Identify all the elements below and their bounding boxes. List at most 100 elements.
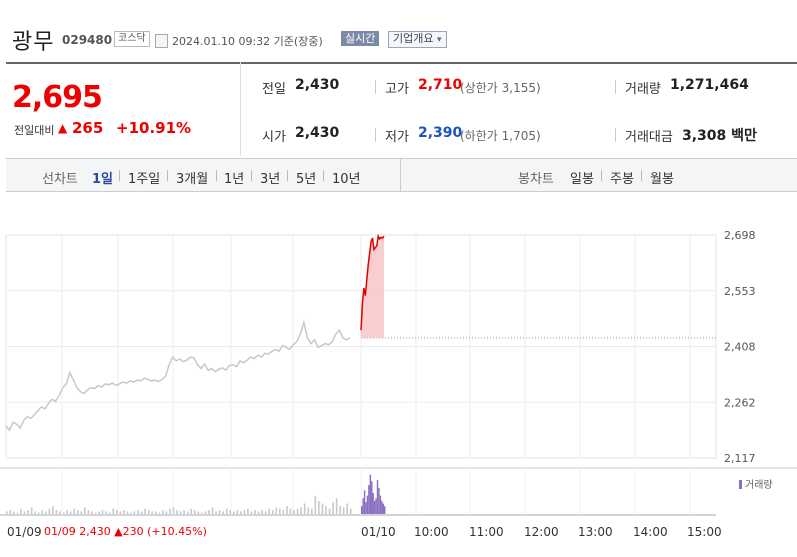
up-arrow-icon: ▲ (58, 121, 68, 135)
open-value: 2,430 (295, 125, 340, 141)
volume-bar (144, 508, 146, 514)
tab-3year[interactable]: 3년 (260, 172, 281, 187)
x-tick-label: 11:00 (469, 525, 504, 539)
volume-bar (271, 510, 274, 514)
volume-bar (186, 511, 189, 514)
series-area-today (361, 236, 384, 338)
volume-bar (365, 502, 367, 514)
volume-bar (303, 503, 306, 514)
volume-bar (342, 507, 345, 514)
volume-bar (236, 510, 239, 514)
realtime-button[interactable]: 실시간 (341, 31, 380, 46)
divider (375, 128, 376, 142)
divider (323, 170, 324, 181)
volume-bar (112, 508, 114, 514)
volume-bar (362, 498, 364, 514)
volume-bar (169, 508, 171, 514)
y-axis-labels: 2,698 2,553 2,408 2,262 2,117 (724, 229, 756, 465)
chevron-down-icon: ▾ (436, 35, 442, 45)
company-overview-button[interactable]: 기업개요 ▾ (388, 31, 447, 48)
volume-bar (176, 510, 178, 514)
volume-bar (23, 511, 26, 514)
tab-10year[interactable]: 10년 (332, 172, 361, 187)
x-tick-label: 13:00 (578, 525, 613, 539)
candle-chart-label: 봉차트 (518, 172, 554, 187)
volume-bars (6, 474, 386, 514)
volume-bar (339, 506, 341, 514)
volume-bar (254, 510, 256, 514)
volume-bar (373, 500, 376, 514)
volume-bar (154, 511, 157, 514)
lower-limit: (하한가 1,705) (460, 129, 541, 143)
tab-1week[interactable]: 1주일 (128, 172, 161, 187)
change-label: 전일대비 (14, 124, 55, 137)
volume-bar (30, 507, 33, 514)
volume-bar (225, 508, 228, 514)
tab-5year[interactable]: 5년 (296, 172, 317, 187)
x-tick-label: 01/10 (361, 525, 396, 539)
volume-bar (37, 512, 40, 514)
volume-bar (379, 495, 382, 514)
change-rate: +10.91% (116, 119, 192, 137)
chart-tab-bar: 선차트 1일 1주일 3개월 1년 3년 5년 10년 봉차트 일봉 주봉 월봉 (6, 158, 797, 192)
volume-bar (318, 500, 320, 514)
volume-bar (69, 511, 72, 514)
line-chart-label: 선차트 (42, 172, 78, 187)
price-chart: 2,698 2,553 2,408 2,262 2,117 거래량 (0, 229, 797, 516)
volume-bar (9, 510, 12, 514)
volume-bar (218, 510, 221, 514)
stock-name: 광무 (12, 30, 55, 55)
change-value: 265 (72, 119, 104, 137)
tab-daily[interactable]: 일봉 (570, 172, 594, 187)
volume-bar (76, 510, 79, 514)
volume-bar (382, 503, 384, 514)
volume-bar (147, 510, 150, 514)
volume-bar (279, 508, 281, 514)
volume-bar (289, 508, 292, 514)
volume-bar (371, 481, 373, 514)
volume-bar (62, 512, 65, 514)
volume-bar (6, 511, 8, 514)
volume-bar (193, 510, 196, 514)
volume-bar (307, 507, 310, 514)
volume-legend: 거래량 (739, 479, 773, 491)
volume-bar (98, 511, 100, 514)
volume-bar (87, 510, 90, 514)
volume-bar (328, 508, 331, 514)
x-tick-label: 15:00 (687, 525, 722, 539)
volume-bar (16, 512, 19, 514)
tab-3month[interactable]: 3개월 (176, 172, 209, 187)
volume-bar (250, 511, 253, 514)
divider (216, 170, 217, 181)
volume-bar (108, 512, 111, 514)
volume-bar (172, 507, 175, 514)
volume-bar (264, 511, 267, 514)
chart-grid (0, 234, 797, 516)
tab-1year[interactable]: 1년 (224, 172, 245, 187)
y-tick-label: 2,553 (724, 285, 756, 298)
volume-label: 거래량 (625, 82, 661, 97)
high-value: 2,710 (418, 77, 463, 93)
volume-bar (257, 511, 260, 514)
volume-bar (91, 511, 93, 514)
as-of-timestamp: 2024.01.10 09:32 기준(장중) (172, 35, 323, 48)
volume-bar (80, 511, 83, 514)
volume-bar (119, 511, 122, 514)
tab-1day[interactable]: 1일 (92, 172, 114, 187)
volume-bar (346, 503, 349, 514)
prev-day-info: 01/09 2,430 ▲230 (+10.45%) (44, 525, 207, 538)
high-label: 고가 (385, 82, 409, 97)
volume-bar (268, 508, 271, 514)
low-value: 2,390 (418, 125, 463, 141)
x-tick-label: 12:00 (524, 525, 559, 539)
volume-bar (229, 510, 232, 514)
volume-bar (27, 510, 29, 514)
tab-weekly[interactable]: 주봉 (610, 172, 634, 187)
volume-bar (240, 511, 242, 514)
volume-bar (247, 508, 249, 514)
tab-monthly[interactable]: 월봉 (650, 172, 674, 187)
y-tick-label: 2,117 (724, 452, 756, 465)
current-price: 2,695 (12, 80, 103, 115)
volume-bar (243, 510, 246, 514)
volume-bar (151, 511, 154, 514)
